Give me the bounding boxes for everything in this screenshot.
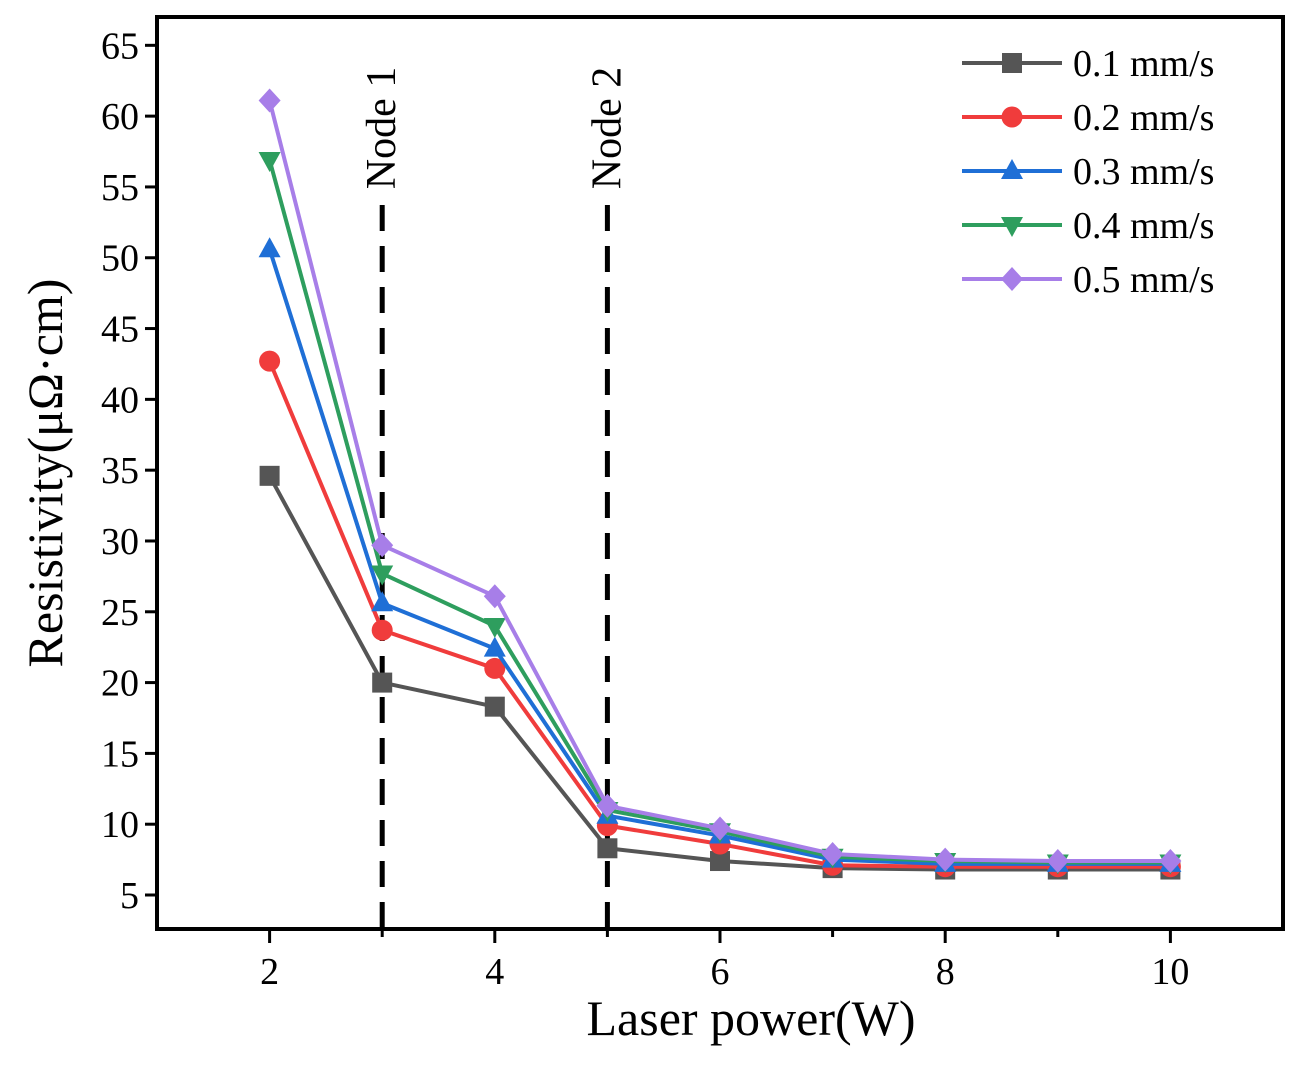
reference-label-node-1: Node 1: [359, 67, 405, 189]
legend-label-2: 0.2 mm/s: [1073, 97, 1214, 139]
plot-layer: Node 1 Node 2: [258, 67, 1182, 929]
data-point-s5-p9: [1159, 849, 1182, 874]
data-point-s5-p8: [1046, 849, 1069, 874]
y-tick-label-35: 35: [101, 450, 139, 492]
series-2: [259, 350, 1181, 878]
series-line-5: [267, 100, 1171, 864]
reference-label-node-2: Node 2: [584, 67, 630, 189]
legend-label-3: 0.3 mm/s: [1073, 151, 1214, 193]
y-tick-label-45: 45: [101, 309, 139, 351]
data-point-s5-p4: [596, 793, 619, 818]
series-3: [258, 237, 1182, 872]
legend: 0.1 mm/s 0.2 mm/s 0.3 mm/s 0.4 mm/s 0.5 mm/s: [962, 43, 1214, 301]
data-point-s1-p2: [372, 672, 393, 693]
x-axis-title: Laser power(W): [587, 990, 916, 1046]
y-tick-label-65: 65: [101, 25, 139, 67]
y-tick-label-60: 60: [101, 96, 139, 138]
data-point-s5-p5: [709, 816, 731, 841]
legend-marker-2: [1001, 106, 1023, 128]
legend-label-4: 0.4 mm/s: [1073, 205, 1214, 247]
y-tick-label-10: 10: [101, 804, 139, 846]
y-tick-label-20: 20: [101, 663, 139, 705]
data-point-s1-p4: [597, 838, 618, 859]
data-point-s2-p2: [371, 619, 393, 641]
y-tick-label-25: 25: [101, 592, 139, 634]
x-tick-label-2: 2: [260, 951, 279, 993]
legend-marker-3: [1001, 159, 1023, 179]
series-line-1: [267, 474, 1171, 872]
data-point-s5-p7: [934, 847, 957, 872]
data-point-s4-p3: [483, 617, 506, 638]
data-point-s4-p1: [258, 152, 281, 173]
data-point-s4-p2: [371, 565, 394, 586]
legend-marker-1: [1002, 53, 1022, 73]
y-axis-title: Resistivity(μΩ·cm): [17, 279, 73, 668]
data-point-s5-p1: [258, 88, 281, 113]
series-line-4: [267, 159, 1171, 865]
data-point-s1-p1: [259, 465, 280, 486]
series-5: [258, 88, 1182, 874]
x-tick-label-6: 6: [711, 951, 730, 993]
legend-marker-4: [1001, 217, 1023, 237]
y-tick-label-15: 15: [101, 733, 139, 775]
x-tick-label-4: 4: [485, 951, 504, 993]
x-tick-label-8: 8: [936, 951, 955, 993]
legend-item-1: 0.1 mm/s: [962, 43, 1214, 85]
data-point-s2-p1: [259, 350, 281, 372]
y-tick-label-50: 50: [101, 238, 139, 280]
legend-marker-5: [1001, 267, 1023, 291]
y-axis-ticks: 5 10 15 20 25 30 35 40 45 50 55 60 65: [101, 25, 157, 917]
y-tick-label-30: 30: [101, 521, 139, 563]
legend-label-5: 0.5 mm/s: [1073, 259, 1214, 301]
legend-item-4: 0.4 mm/s: [962, 205, 1214, 247]
data-point-s5-p3: [483, 584, 506, 609]
data-point-s5-p2: [371, 533, 394, 558]
legend-item-2: 0.2 mm/s: [962, 97, 1214, 139]
data-point-s1-p3: [484, 696, 505, 717]
y-tick-label-55: 55: [101, 167, 139, 209]
data-point-s3-p3: [483, 636, 506, 657]
y-tick-label-40: 40: [101, 379, 139, 421]
data-point-s3-p2: [371, 591, 394, 612]
data-point-s2-p3: [484, 657, 506, 679]
data-point-s3-p1: [258, 237, 281, 258]
legend-item-3: 0.3 mm/s: [962, 151, 1214, 193]
data-point-s1-p5: [710, 851, 730, 872]
x-axis-ticks: 2 4 6 8 10: [260, 929, 1189, 993]
series-4: [258, 152, 1182, 875]
data-point-s5-p6: [821, 841, 844, 866]
legend-item-5: 0.5 mm/s: [962, 259, 1214, 301]
x-tick-label-10: 10: [1151, 951, 1189, 993]
legend-label-1: 0.1 mm/s: [1073, 43, 1214, 85]
y-tick-label-5: 5: [120, 875, 139, 917]
